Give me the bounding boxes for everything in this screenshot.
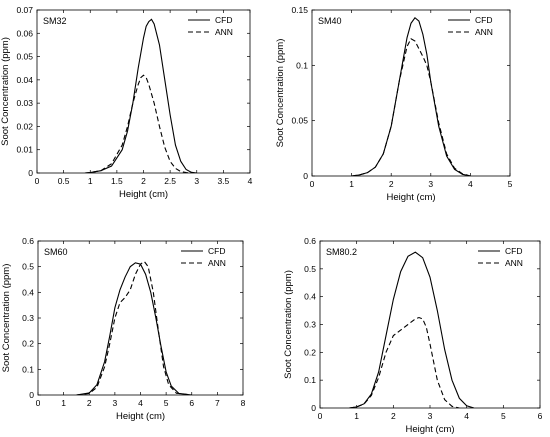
x-tick-label: 3 <box>428 179 433 189</box>
y-tick-label: 0.1 <box>296 60 308 70</box>
legend-label-ann: ANN <box>505 258 523 268</box>
legend-label-cfd: CFD <box>475 15 492 25</box>
y-tick-label: 0 <box>311 403 316 413</box>
x-tick-label: 1 <box>354 411 359 421</box>
series-line-cfd <box>349 251 475 408</box>
x-tick-label: 1 <box>61 398 66 408</box>
panel-label: SM40 <box>318 16 342 26</box>
legend-label-ann: ANN <box>208 258 226 268</box>
x-tick-label: 3 <box>194 176 199 186</box>
x-tick-label: 5 <box>508 179 513 189</box>
x-tick-label: 8 <box>241 398 246 408</box>
series-line-ann <box>351 38 471 176</box>
y-tick-label: 0.2 <box>22 339 34 349</box>
x-tick-label: 5 <box>501 411 506 421</box>
y-tick-label: 0.2 <box>304 347 316 357</box>
x-tick-label: 0 <box>36 398 41 408</box>
x-tick-label: 1 <box>88 176 93 186</box>
legend-label-ann: ANN <box>215 27 233 37</box>
x-tick-label: 1 <box>349 179 354 189</box>
y-tick-label: 0.06 <box>16 28 33 38</box>
y-axis-label: Soot Concentration (ppm) <box>275 39 286 148</box>
y-tick-label: 0.5 <box>22 262 34 272</box>
y-tick-label: 0.3 <box>22 313 34 323</box>
panel-label: SM60 <box>44 247 68 257</box>
x-tick-label: 6 <box>189 398 194 408</box>
x-tick-label: 4 <box>464 411 469 421</box>
x-tick-label: 2 <box>391 411 396 421</box>
y-tick-label: 0 <box>303 171 308 181</box>
x-tick-label: 2 <box>87 398 92 408</box>
panel-label: SM80.2 <box>326 247 357 257</box>
x-tick-label: 1.5 <box>111 176 123 186</box>
panel-label: SM32 <box>43 16 67 26</box>
y-tick-label: 0.6 <box>22 236 34 246</box>
y-tick-label: 0.3 <box>304 320 316 330</box>
x-axis-label: Height (cm) <box>386 192 435 203</box>
y-tick-label: 0.15 <box>291 5 308 15</box>
x-tick-label: 2 <box>389 179 394 189</box>
x-tick-label: 0 <box>318 411 323 421</box>
series-line-cfd <box>76 262 192 395</box>
plot-area-frame <box>319 240 541 409</box>
x-axis-label: Height (cm) <box>405 424 454 435</box>
y-tick-label: 0.1 <box>22 364 34 374</box>
y-tick-label: 0.04 <box>16 75 33 85</box>
y-tick-label: 0 <box>29 390 34 400</box>
x-tick-label: 3 <box>113 398 118 408</box>
y-tick-label: 0.4 <box>304 292 316 302</box>
chart-panel-4: 0 1 2 3 4 5 6 0 0.1 0.2 0.3 0.4 0.5 0.6 Height (cm) Soo… <box>283 236 543 435</box>
x-tick-label: 5 <box>164 398 169 408</box>
y-tick-label: 0.05 <box>16 52 33 62</box>
chart-panel-1: 0 0.5 1 1.5 2 2.5 3 3.5 4 0 0.01 0.02 0.03 0.04 0.05 0.… <box>0 5 253 200</box>
x-tick-label: 7 <box>215 398 220 408</box>
x-tick-label: 4 <box>138 398 143 408</box>
y-tick-label: 0.6 <box>304 236 316 246</box>
x-tick-label: 2.5 <box>164 176 176 186</box>
y-tick-label: 0.07 <box>16 5 33 15</box>
x-tick-label: 0 <box>310 179 315 189</box>
x-axis-label: Height (cm) <box>116 411 165 422</box>
legend-label-cfd: CFD <box>505 246 522 256</box>
series-line-ann <box>84 74 192 173</box>
x-tick-label: 4 <box>468 179 473 189</box>
y-tick-label: 0.05 <box>291 116 308 126</box>
chart-panel-2: 0 1 2 3 4 5 0 0.05 0.1 0.15 Height (cm) Soot Concen… <box>275 5 513 203</box>
y-tick-label: 0.1 <box>304 375 316 385</box>
legend-label-cfd: CFD <box>208 246 225 256</box>
legend-label-cfd: CFD <box>215 15 232 25</box>
x-tick-label: 0.5 <box>58 176 70 186</box>
x-tick-label: 6 <box>538 411 543 421</box>
plot-area-frame <box>311 9 511 177</box>
y-axis-label: Soot Concentration (ppm) <box>0 37 11 146</box>
plot-area-frame <box>37 240 244 396</box>
y-tick-label: 0.5 <box>304 264 316 274</box>
series-line-ann <box>76 260 192 395</box>
series-line-ann <box>349 316 460 408</box>
y-tick-label: 0.4 <box>22 287 34 297</box>
legend-label-ann: ANN <box>475 27 493 37</box>
x-axis-label: Height (cm) <box>119 189 168 200</box>
y-tick-label: 0.03 <box>16 98 33 108</box>
x-tick-label: 3 <box>428 411 433 421</box>
x-tick-label: 2 <box>141 176 146 186</box>
y-tick-label: 0.02 <box>16 121 33 131</box>
chart-panel-3: 0 1 2 3 4 5 6 7 8 0 0.1 0.2 0.3 0.4 0.5 0.6 Height (cm) S… <box>1 236 246 422</box>
y-tick-label: 0.01 <box>16 145 33 155</box>
y-axis-label: Soot Concentration (ppm) <box>283 270 294 379</box>
x-tick-label: 3.5 <box>217 176 229 186</box>
y-axis-label: Soot Concentration (ppm) <box>1 264 12 373</box>
series-line-cfd <box>84 18 197 173</box>
y-tick-label: 0 <box>28 168 33 178</box>
x-tick-label: 4 <box>248 176 253 186</box>
x-tick-label: 0 <box>35 176 40 186</box>
